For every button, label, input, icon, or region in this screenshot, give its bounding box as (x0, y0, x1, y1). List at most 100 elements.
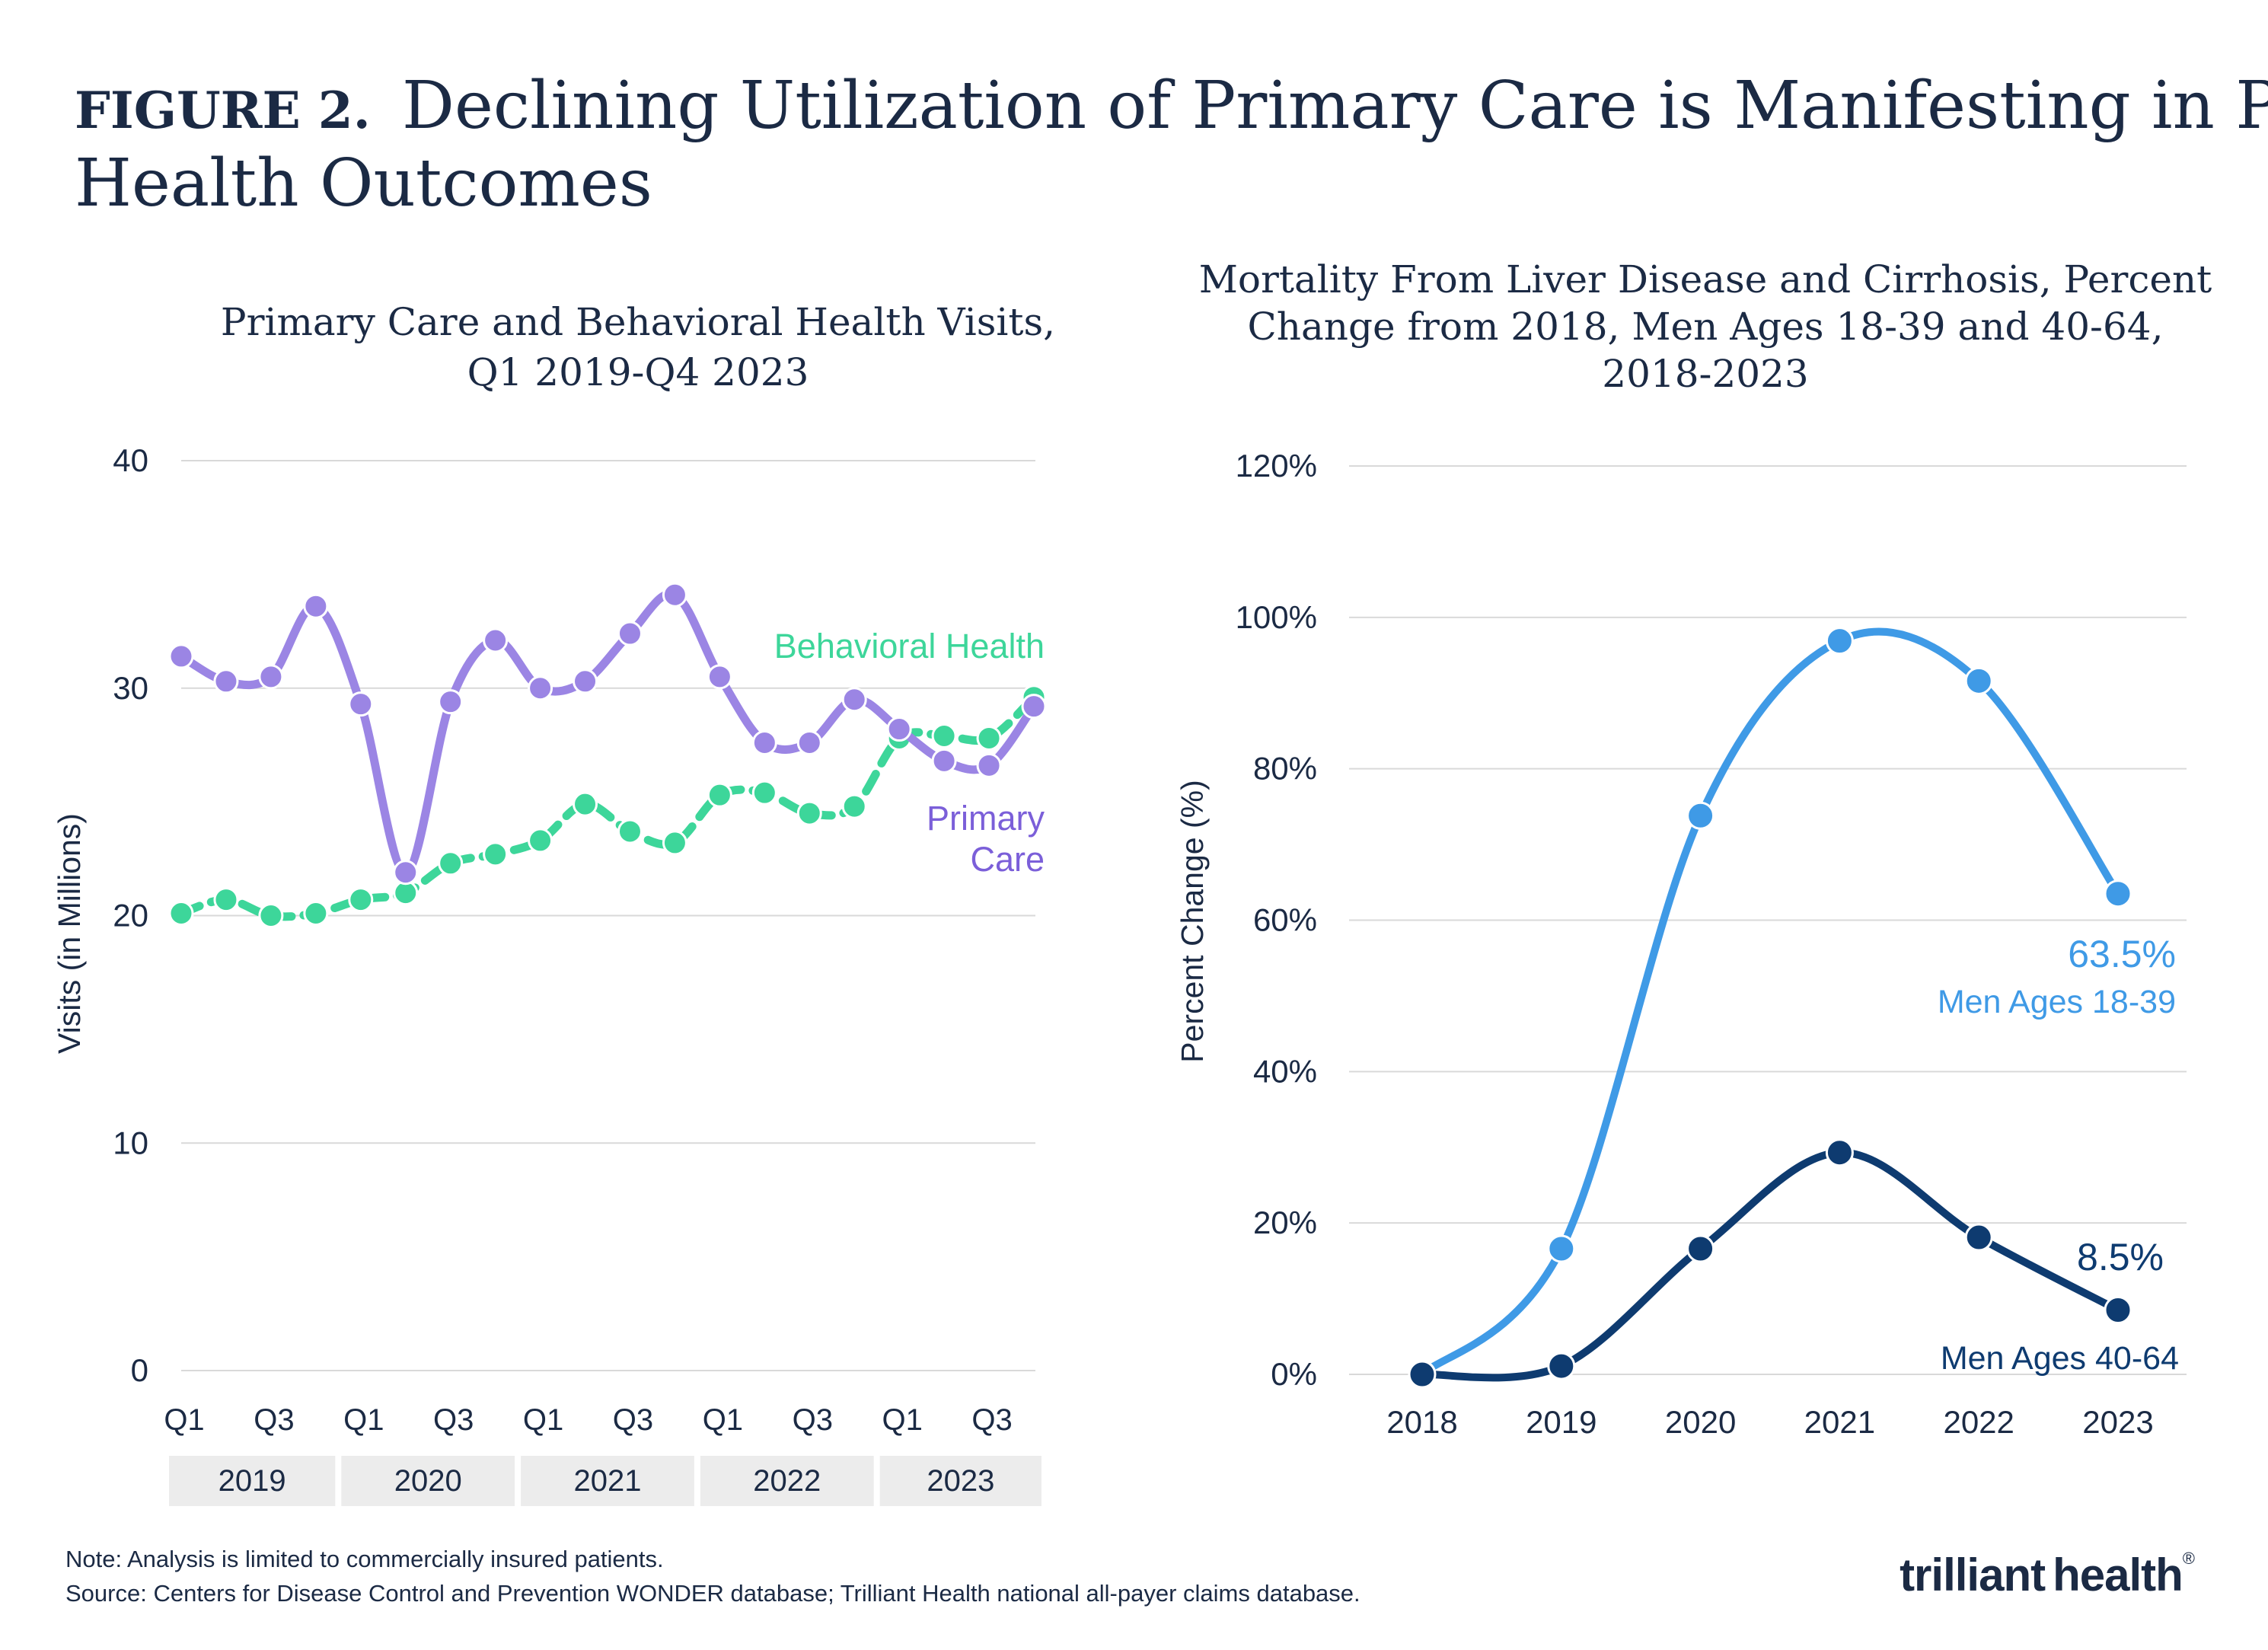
visits-x-tick-label: Q3 (971, 1403, 1012, 1437)
visits-y-tick-label: 0 (131, 1352, 148, 1388)
mortality-chart: Mortality From Liver Disease and Cirrhos… (1175, 257, 2212, 1440)
year-band (700, 1456, 874, 1506)
visits-chart-title-line1: Primary Care and Behavioral Health Visit… (221, 300, 1055, 344)
visits-y-axis-label: Visits (in Millions) (52, 813, 87, 1054)
mortality-y-tick-label: 100% (1236, 599, 1317, 635)
visits-x-tick-label: Q1 (523, 1403, 563, 1437)
behavioral-health-series-label: Behavioral Health (774, 627, 1045, 665)
behavioral-health-point (751, 780, 777, 806)
men-18-39-point (1825, 627, 1854, 656)
men-18-39-series-label: Men Ages 18-39 (1938, 984, 2176, 1020)
year-group-label: 2020 (394, 1464, 462, 1498)
behavioral-health-point (841, 793, 867, 819)
behavioral-health-point (617, 819, 643, 844)
behavioral-health-point (707, 782, 732, 808)
men-18-39-point (1547, 1234, 1576, 1263)
mortality-x-tick-label: 2019 (1526, 1404, 1597, 1440)
year-band (521, 1456, 694, 1506)
primary-care-point (617, 621, 643, 646)
mortality-x-tick-label: 2021 (1804, 1404, 1875, 1440)
visits-year-groups: 2019 2020 2021 2022 2023 (169, 1456, 1041, 1506)
behavioral-health-point (303, 901, 329, 927)
mortality-y-tick-label: 40% (1253, 1053, 1317, 1089)
mortality-x-tick-label: 2020 (1665, 1404, 1736, 1440)
figure-title-line2: Health Outcomes (75, 145, 652, 222)
primary-care-point (662, 582, 687, 608)
visits-x-tick-label: Q3 (613, 1403, 653, 1437)
primary-care-series-label-line1: Primary (927, 799, 1045, 838)
primary-care-point (976, 752, 1002, 778)
mortality-y-tick-label: 0% (1271, 1356, 1317, 1392)
mortality-chart-title-line3: 2018-2023 (1602, 352, 1808, 396)
visits-x-tick-label: Q1 (164, 1403, 204, 1437)
visits-y-ticks: 0 10 20 30 40 (113, 442, 148, 1388)
figure-label: FIGURE 2. (75, 81, 371, 140)
visits-x-tick-label: Q3 (433, 1403, 474, 1437)
primary-care-point (751, 729, 777, 755)
logo-registered-mark: ® (2182, 1549, 2195, 1568)
men-18-39-end-value-label: 63.5% (2068, 933, 2176, 975)
men-40-64-point (1547, 1352, 1576, 1380)
behavioral-health-point (483, 841, 509, 867)
mortality-chart-title-line1: Mortality From Liver Disease and Cirrhos… (1199, 257, 2212, 302)
mortality-x-ticks: 2018 2019 2020 2021 2022 2023 (1386, 1404, 2153, 1440)
year-band (341, 1456, 515, 1506)
primary-care-point (168, 643, 194, 669)
primary-care-point (303, 593, 329, 619)
behavioral-health-point (438, 851, 464, 876)
men-40-64-point (2104, 1295, 2132, 1324)
visits-x-tick-label: Q3 (254, 1403, 294, 1437)
visits-chart: Primary Care and Behavioral Health Visit… (52, 300, 1055, 1506)
men-40-64-point (1686, 1234, 1715, 1263)
primary-care-point (796, 729, 822, 755)
behavioral-health-point (528, 828, 553, 854)
mortality-y-tick-label: 120% (1236, 448, 1317, 484)
primary-care-point (841, 687, 867, 713)
primary-care-point (1021, 694, 1047, 720)
men-40-64-point (1964, 1223, 1993, 1252)
mortality-y-tick-label: 20% (1253, 1205, 1317, 1240)
primary-care-point (438, 689, 464, 715)
mortality-y-tick-label: 80% (1253, 751, 1317, 787)
mortality-y-tick-label: 60% (1253, 902, 1317, 938)
visits-y-tick-label: 30 (113, 670, 148, 706)
men-40-64-point (1408, 1360, 1437, 1389)
primary-care-point (213, 669, 239, 694)
visits-y-tick-label: 20 (113, 898, 148, 934)
mortality-gridlines (1349, 465, 2187, 1375)
behavioral-health-point (258, 903, 284, 928)
behavioral-health-point (573, 791, 598, 817)
visits-x-tick-label: Q1 (343, 1403, 384, 1437)
visits-series (168, 582, 1047, 928)
men-18-39-point (1686, 801, 1715, 830)
figure-title: FIGURE 2. Declining Utilization of Prima… (75, 68, 2268, 144)
year-group-label: 2021 (574, 1464, 642, 1498)
primary-care-point (348, 691, 374, 717)
mortality-y-ticks: 0% 20% 40% 60% 80% 100% 120% (1236, 448, 1317, 1392)
year-band (169, 1456, 336, 1506)
year-group-label: 2023 (927, 1464, 994, 1498)
logo-text-a: trilliant (1900, 1549, 2046, 1601)
behavioral-health-point (662, 830, 687, 856)
trilliant-health-logo: trilliant health® (1900, 1549, 2195, 1601)
behavioral-health-point (976, 725, 1002, 751)
men-18-39-point (1964, 666, 1993, 695)
footnote-note: Note: Analysis is limited to commerciall… (65, 1546, 664, 1572)
behavioral-health-point (348, 887, 374, 913)
year-group-label: 2019 (219, 1464, 286, 1498)
visits-y-tick-label: 10 (113, 1125, 148, 1160)
visits-x-tick-label: Q3 (793, 1403, 833, 1437)
men-40-64-point (1825, 1138, 1854, 1167)
men-40-64-end-value-label: 8.5% (2077, 1236, 2164, 1278)
visits-x-tick-label: Q1 (703, 1403, 743, 1437)
primary-care-point (258, 664, 284, 690)
visits-x-ticks: Q1 Q3 Q1 Q3 Q1 Q3 Q1 Q3 Q1 Q3 (164, 1403, 1012, 1437)
behavioral-health-point (168, 901, 194, 927)
year-group-label: 2022 (753, 1464, 821, 1498)
behavioral-health-point (796, 800, 822, 826)
behavioral-health-point (213, 887, 239, 913)
primary-care-point (483, 627, 509, 653)
primary-care-point (931, 748, 957, 774)
mortality-x-tick-label: 2018 (1386, 1404, 1457, 1440)
